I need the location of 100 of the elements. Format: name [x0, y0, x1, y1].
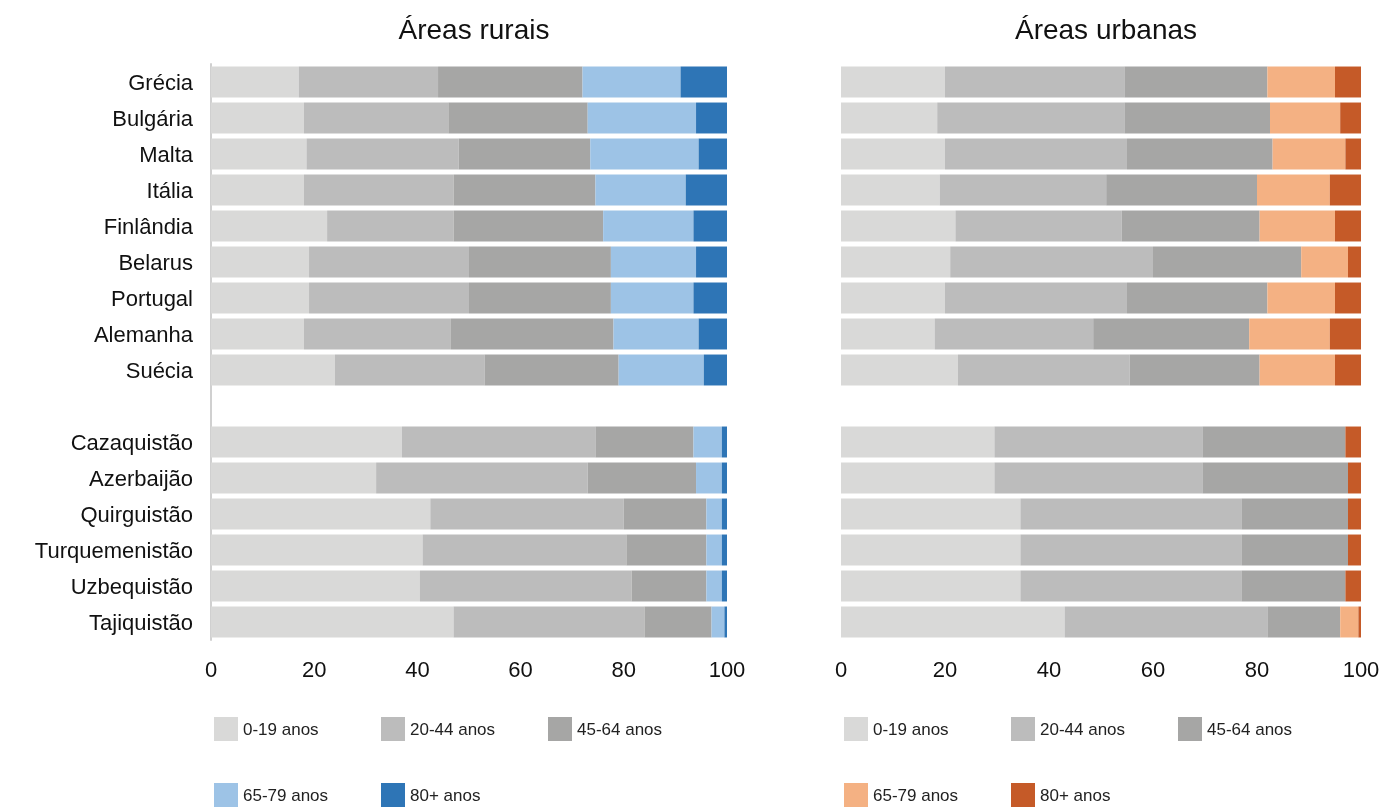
bar — [1348, 246, 1361, 278]
bar — [693, 210, 727, 242]
bar — [1064, 606, 1268, 638]
bar — [623, 498, 707, 530]
bar — [626, 534, 707, 566]
chart-title: Áreas rurais — [398, 13, 550, 45]
x-tick-label: 80 — [611, 656, 637, 682]
bar — [595, 426, 694, 458]
x-tick-label: 100 — [708, 656, 746, 682]
bar — [711, 606, 725, 638]
bar — [934, 318, 1094, 350]
bar — [706, 498, 722, 530]
bar — [1020, 534, 1242, 566]
bar — [1124, 66, 1268, 98]
legend-label: 0-19 anos — [243, 719, 319, 739]
bar — [937, 102, 1125, 134]
bar — [841, 246, 951, 278]
bar — [1259, 354, 1335, 386]
bar — [1127, 138, 1273, 170]
bar — [958, 354, 1130, 386]
bar — [1335, 282, 1361, 314]
bar — [1335, 210, 1361, 242]
legend-label: 45-64 anos — [577, 719, 663, 739]
y-tick-label: Finlândia — [103, 213, 194, 239]
y-tick-label: Quirguistão — [80, 501, 193, 527]
y-tick-label: Azerbaijão — [89, 465, 193, 491]
x-tick-label: 40 — [1036, 656, 1062, 682]
bar — [1241, 498, 1348, 530]
bar — [1129, 354, 1260, 386]
y-tick-label: Grécia — [128, 69, 194, 95]
bar — [610, 246, 697, 278]
bar — [721, 462, 727, 494]
bar — [453, 174, 596, 206]
bar — [458, 138, 591, 170]
bar — [422, 534, 627, 566]
bar — [610, 282, 694, 314]
bar — [587, 102, 697, 134]
bar — [1121, 210, 1260, 242]
y-tick-label: Belarus — [118, 249, 193, 275]
y-tick-label: Itália — [146, 177, 194, 203]
bar — [1340, 606, 1359, 638]
bar — [698, 318, 727, 350]
x-tick-label: 20 — [301, 656, 327, 682]
y-tick-label: Turquemenistão — [34, 537, 193, 563]
bar — [631, 570, 707, 602]
bar — [618, 354, 704, 386]
bar — [1335, 66, 1361, 98]
bar — [950, 246, 1153, 278]
bar — [1020, 498, 1242, 530]
bar — [994, 462, 1203, 494]
bar — [1153, 246, 1302, 278]
bar — [696, 246, 727, 278]
legend-label: 80+ anos — [410, 785, 481, 805]
bar — [1267, 606, 1341, 638]
bar — [595, 174, 686, 206]
x-tick-label: 100 — [1342, 656, 1380, 682]
bar — [841, 138, 945, 170]
bar — [590, 138, 699, 170]
bar — [1267, 282, 1335, 314]
chart-title: Áreas urbanas — [1014, 13, 1198, 45]
bar — [1329, 174, 1361, 206]
x-tick-label: 0 — [834, 656, 848, 682]
bar — [1241, 570, 1346, 602]
bar — [721, 426, 727, 458]
bar — [1020, 570, 1242, 602]
bar — [696, 462, 722, 494]
y-tick-label: Cazaquistão — [70, 429, 193, 455]
bar — [453, 210, 604, 242]
bar — [582, 66, 681, 98]
bar — [696, 102, 727, 134]
x-tick-label: 20 — [932, 656, 958, 682]
bar — [1348, 498, 1361, 530]
bar — [841, 102, 938, 134]
bar — [1329, 318, 1361, 350]
bar — [303, 318, 451, 350]
bar — [703, 354, 727, 386]
bar — [698, 138, 727, 170]
bar — [438, 66, 583, 98]
bar — [603, 210, 694, 242]
legend-label: 65-79 anos — [243, 785, 329, 805]
bar — [1345, 570, 1361, 602]
bar — [327, 210, 454, 242]
bar — [309, 282, 469, 314]
legend-label: 80+ anos — [1040, 785, 1111, 805]
bar — [994, 426, 1203, 458]
y-tick-label: Suécia — [125, 357, 194, 383]
bar — [469, 282, 611, 314]
bar — [721, 570, 727, 602]
bar — [1348, 534, 1361, 566]
bar — [1124, 102, 1270, 134]
bar — [680, 66, 727, 98]
bar — [1259, 210, 1335, 242]
bar — [453, 606, 645, 638]
x-tick-label: 0 — [204, 656, 218, 682]
bar — [1345, 138, 1361, 170]
y-tick-label: Tajiquistão — [89, 609, 193, 635]
bar — [309, 246, 469, 278]
bar — [841, 534, 1021, 566]
legend-label: 20-44 anos — [1040, 719, 1126, 739]
legend-label: 20-44 anos — [410, 719, 496, 739]
